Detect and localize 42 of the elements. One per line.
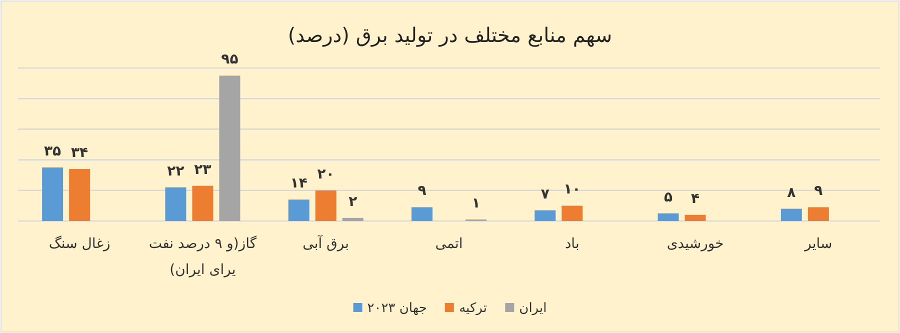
data-label: ۹ [814,183,824,200]
bar [165,187,186,221]
bar [534,210,556,221]
bar [780,208,802,221]
data-label: ۵ [664,189,674,206]
bar [808,207,829,221]
data-label: ۹۵ [221,52,239,68]
bar [562,206,583,221]
bar [42,167,64,221]
x-tick-label: باد [564,236,580,252]
bar [684,214,706,221]
x-tick-label: خورشیدی [666,236,724,252]
data-label: ۲ [348,194,358,210]
bar [658,213,679,221]
x-tick-label: گاز(و ۹ درصد نفت یرای ایران) [148,235,257,278]
data-label: ۱۰ [564,182,581,198]
data-label: ۲۳ [194,162,212,178]
data-label: ۲۲ [167,163,185,180]
legend-label: جهان ۲۰۲۳ [367,301,427,316]
data-label: ۹ [418,183,427,200]
legend-label: ترکیه [459,301,488,316]
data-label: ۷ [540,186,550,202]
bar [288,200,310,221]
x-tick-label: سایر [804,236,832,252]
bar [315,190,336,221]
data-label: ۲۰ [317,166,334,182]
bar [192,186,214,221]
data-label: ۱۴ [290,176,308,192]
data-label: ۱ [472,195,480,212]
bar [342,218,364,221]
data-label: ۳۴ [71,144,89,161]
legend-label: ایران [519,301,547,316]
bar [219,76,240,221]
x-tick-label: اتمی [435,236,463,252]
x-tick-label: برق آبی [302,234,350,252]
title: سهم منابع مختلف در تولید برق (درصد) [288,23,612,47]
data-label: ۴ [691,190,700,207]
x-tick-label: زغال سنگ [48,235,110,252]
data-label: ۳۵ [44,143,62,160]
bar [69,168,90,221]
data-label: ۸ [787,184,796,201]
bar [412,207,432,221]
